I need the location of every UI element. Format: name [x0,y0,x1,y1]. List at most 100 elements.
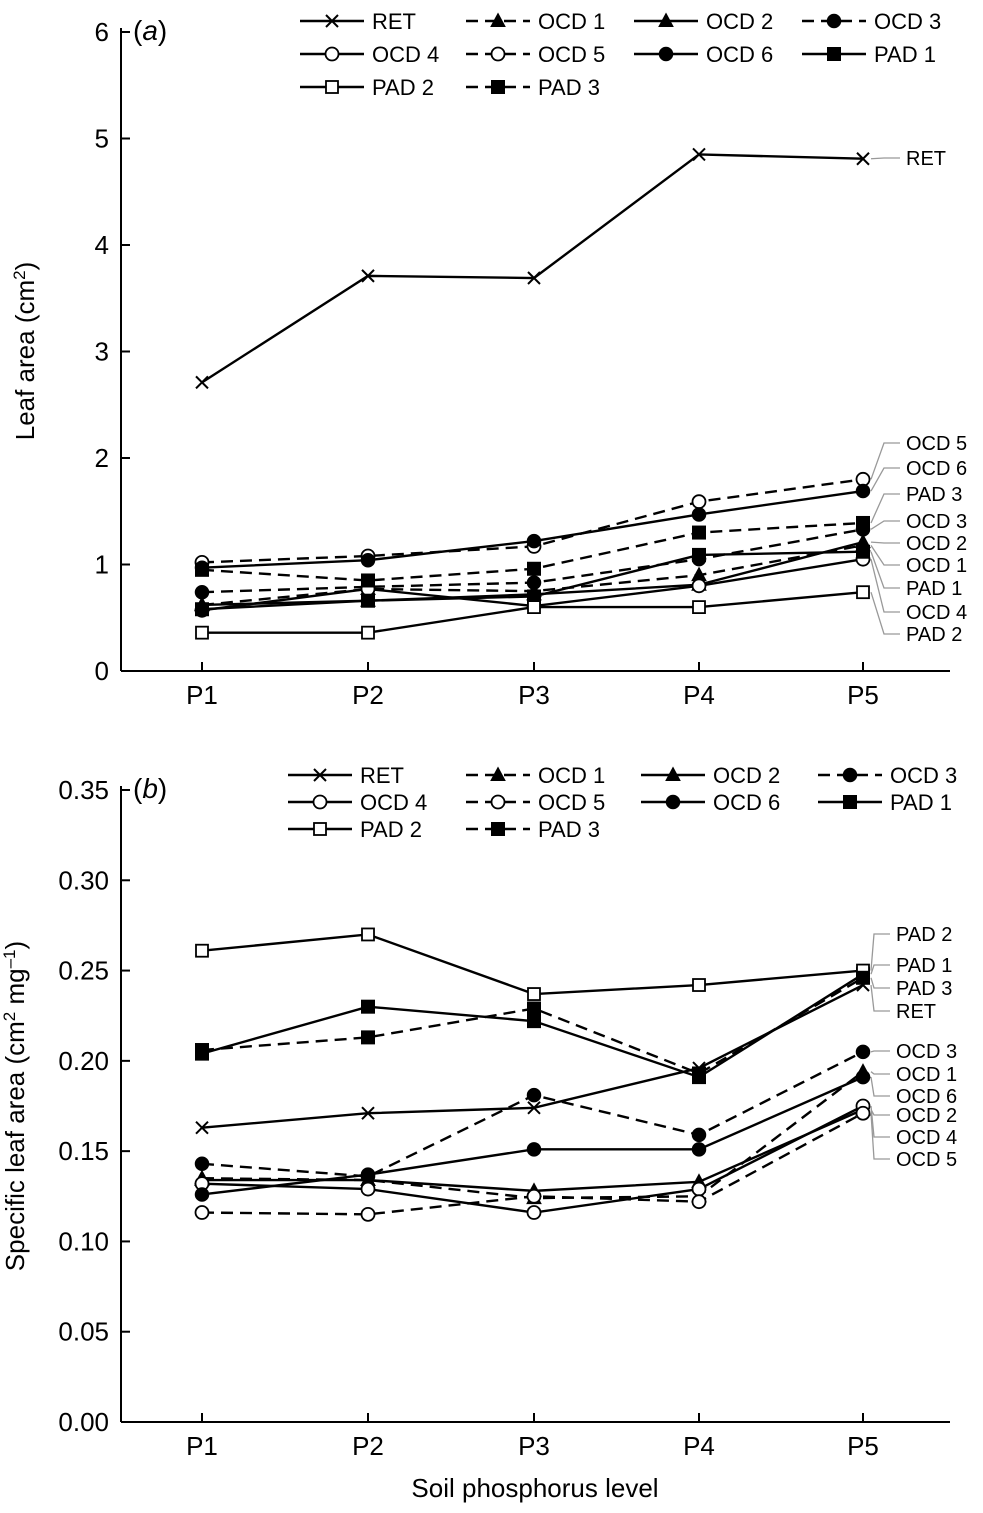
legend-entry-pad-1-a: PAD 1 [802,42,936,67]
legend-entry-ocd-5-a: OCD 5 [466,42,605,67]
point-ret-p1-a [195,375,209,390]
leader-line-pad-1-a [870,551,900,589]
legend-entry-ocd-2-b: OCD 2 [641,763,780,788]
point-ocd-3-p5-b [855,1044,871,1060]
x-tick-label-a-p2: P2 [352,680,384,710]
series-line-pad-2-b [201,933,864,996]
end-label-ocd-1-a: OCD 1 [906,555,967,577]
point-pad-2-p4-b [692,978,706,992]
point-ocd-4-p3-b [526,1205,542,1220]
legend-marker-pad-2-a [325,80,339,94]
point-pad-3-p2-b [361,1030,375,1045]
point-ocd-5-p4-b [691,1194,707,1210]
x-tick-label-a-p1: P1 [186,680,218,710]
end-label-ret-b: RET [896,1001,936,1023]
point-pad-2-p2-b [361,927,375,942]
legend-entry-ocd-5-b: OCD 5 [466,790,605,815]
leader-line-ocd-6-a [870,467,900,492]
point-ocd-6-p4-a [691,507,707,522]
point-pad-1-p3-b [527,1014,541,1029]
point-ocd-4-p4-b [691,1181,707,1197]
series-line-ret-a [201,153,864,384]
legend-entry-ocd-3-b: OCD 3 [818,763,957,788]
leader-line-ocd-3-a [870,520,900,530]
legend-entry-ocd-2-a: OCD 2 [634,9,773,34]
point-ret-p1-b [195,1120,209,1135]
legend-marker-ret-b [313,768,327,782]
end-label-ocd-4-a: OCD 4 [906,602,967,624]
series-pad-3-b [195,970,870,1081]
y-tick-label-b-5: 0.25 [58,956,109,986]
point-pad-1-p2-a [361,593,375,608]
legend-marker-ocd-1-a [490,12,506,27]
legend-marker-pad-3-b [491,822,505,836]
legend-entry-ocd-3-a: OCD 3 [802,9,941,34]
legend-marker-ret-a [325,14,339,28]
leader-line-ocd-4-b [870,1105,890,1138]
legend-marker-ocd-2-b [665,766,681,781]
point-pad-3-p5-b [856,970,870,985]
leader-line-ocd-1-a [870,544,900,566]
leader-line-ocd-4-a [870,559,900,613]
point-pad-2-p3-b [527,987,541,1001]
series-pad-2-a [195,585,870,640]
point-ocd-4-p2-b [360,1181,376,1197]
series-ocd-3-b [194,1044,871,1184]
leader-line-pad-2-a [870,591,900,635]
point-ocd-3-p1-b [194,1156,210,1172]
x-tick-label-a-p4: P4 [683,680,715,710]
point-pad-2-p3-a [527,600,541,614]
legend-marker-ocd-6-a [658,46,674,62]
x-tick-label-a-p5: P5 [847,680,879,710]
legend-label-ocd-6-b: OCD 6 [713,790,780,815]
legend-marker-ocd-1-b [490,766,506,781]
point-ret-p3-b [527,1101,541,1115]
legend-marker-ocd-6-b [665,794,681,810]
legend-marker-pad-2-b [313,822,327,836]
y-tick-label-b-0: 0.00 [58,1407,109,1437]
point-ocd-5-p3-b [526,1188,542,1204]
panel-label-a: (a) [133,15,167,46]
x-tick-label-b-p3: P3 [518,1431,550,1461]
leader-line-ocd-1-b [870,1071,890,1075]
point-ocd-3-p3-b [526,1087,542,1103]
end-label-ocd-2-b: OCD 2 [896,1105,957,1127]
y-tick-label-a-2: 2 [95,443,109,473]
leader-line-pad-2-b [870,933,890,971]
legend-entry-ret-b: RET [288,763,404,788]
end-label-ocd-3-b: OCD 3 [896,1041,957,1063]
x-tick-label-b-p1: P1 [186,1431,218,1461]
y-tick-label-b-7: 0.35 [58,775,109,805]
y-tick-label-a-4: 4 [95,230,109,260]
end-label-pad-3-a: PAD 3 [906,484,962,506]
end-label-ocd-5-a: OCD 5 [906,433,967,455]
point-pad-2-p4-a [692,600,706,614]
point-ocd-6-p1-b [194,1187,210,1202]
legend-label-ocd-3-a: OCD 3 [874,9,941,34]
y-tick-label-b-2: 0.10 [58,1226,109,1256]
end-label-ocd-6-a: OCD 6 [906,458,967,480]
series-ocd-5-b [194,1105,871,1222]
y-tick-label-b-6: 0.30 [58,865,109,895]
legend-marker-ocd-4-a [324,46,340,62]
point-pad-2-p1-a [195,625,209,640]
point-pad-3-p3-a [527,561,541,576]
x-tick-label-b-p4: P4 [683,1431,715,1461]
series-line-ocd-3-b [201,1050,864,1178]
point-ocd-6-p5-a [855,483,871,499]
point-ocd-5-p4-a [691,494,707,510]
leader-line-ocd-5-b [870,1113,890,1160]
y-tick-label-a-0: 0 [95,656,109,686]
legend-entry-ocd-6-b: OCD 6 [641,790,780,815]
point-pad-1-p4-a [692,547,706,562]
series-ocd-4-b [194,1098,871,1220]
y-tick-label-a-5: 5 [95,124,109,154]
y-tick-label-b-1: 0.05 [58,1317,109,1347]
legend-entry-pad-2-a: PAD 2 [300,75,434,100]
point-ocd-6-p3-a [526,533,542,549]
legend-entry-pad-2-b: PAD 2 [288,817,422,842]
point-pad-2-p5-a [856,585,870,600]
end-label-ocd-6-b: OCD 6 [896,1086,957,1108]
leader-line-ocd-5-a [870,442,900,480]
point-ocd-3-p4-b [691,1127,707,1143]
